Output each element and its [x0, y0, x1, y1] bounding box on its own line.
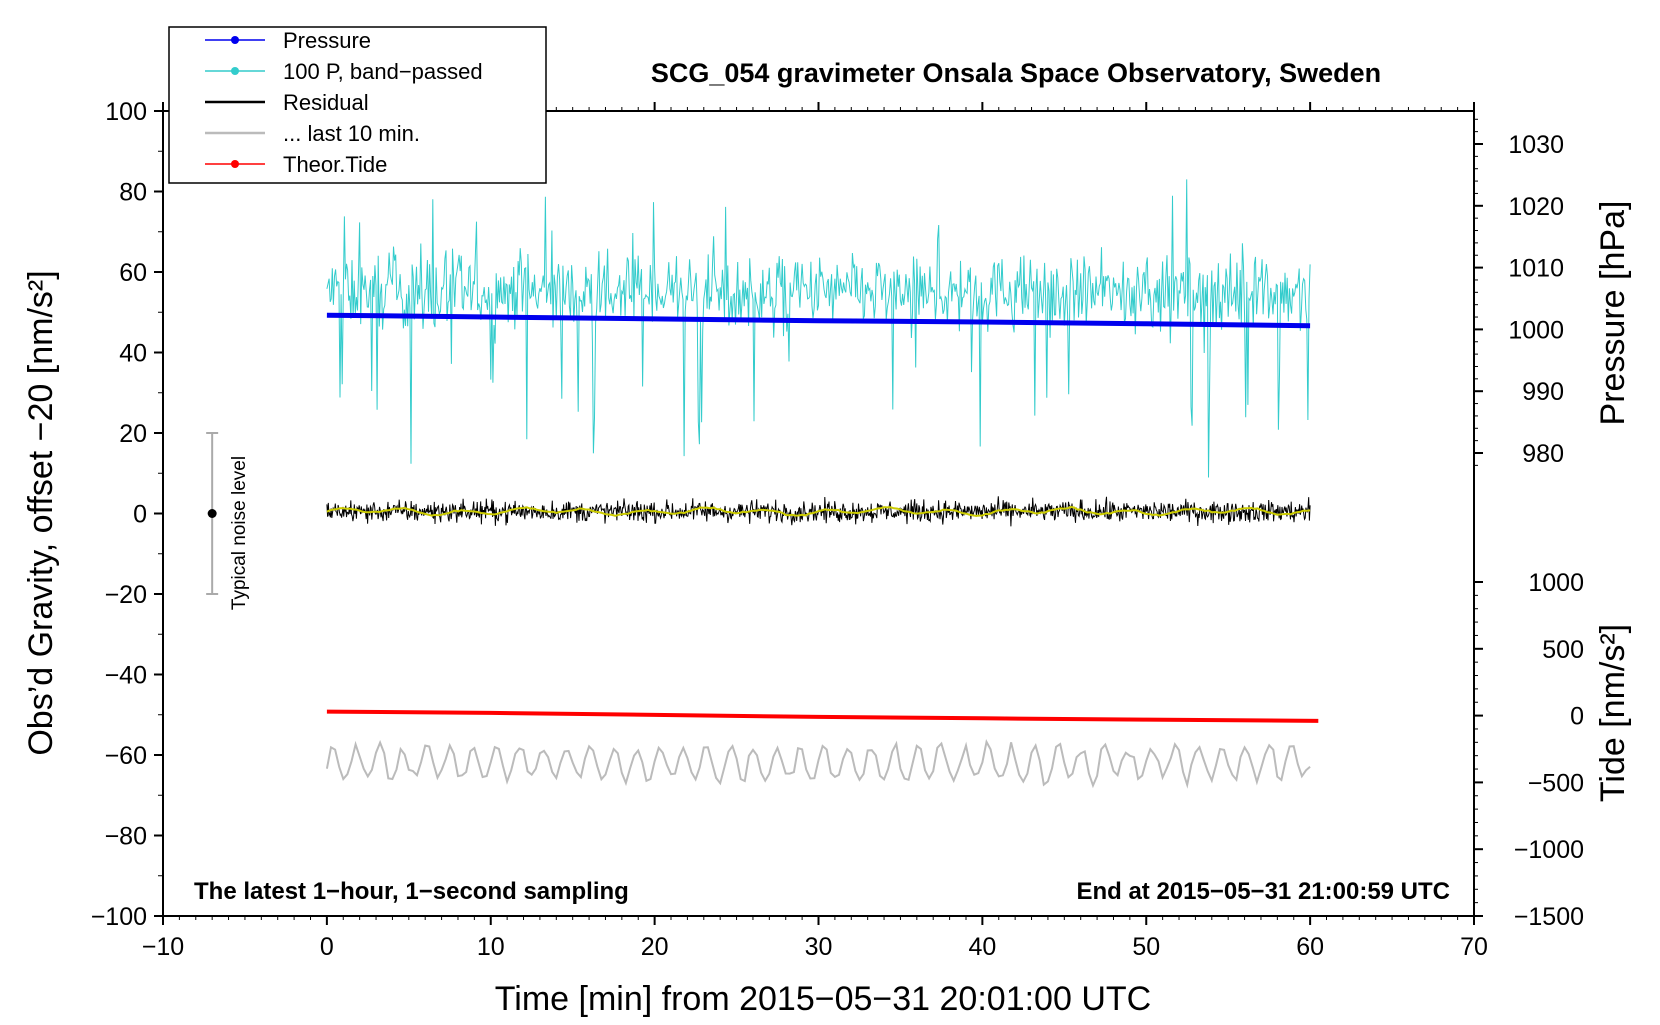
- pressure-tick-label: 1010: [1508, 255, 1564, 283]
- x-tick-label: 10: [477, 933, 505, 961]
- chart-title: SCG_054 gravimeter Onsala Space Observat…: [651, 58, 1381, 88]
- pressure-line: [326, 312, 1311, 329]
- y-tick-label: −100: [91, 903, 147, 931]
- y-tick-label: −20: [105, 581, 147, 609]
- series-last-10-min: [325, 739, 1311, 789]
- series-theor-tide: [326, 709, 1319, 723]
- noise-level-bar: [206, 432, 219, 595]
- legend-box: [168, 26, 547, 184]
- y-axis-title-left: Obs’d Gravity, offset −20 [nm/s²]: [22, 270, 60, 755]
- y-tick-label: 100: [105, 98, 147, 126]
- residual-smoothed-line: [326, 505, 1311, 517]
- last-10-min-line: [325, 739, 1311, 789]
- x-tick-label: 0: [320, 933, 334, 961]
- noise-bar-center: [207, 509, 217, 518]
- pressure-tick-label: 990: [1522, 378, 1564, 406]
- band-passed-line: [326, 179, 1311, 478]
- noise-level-label: Typical noise level: [229, 456, 250, 610]
- tide-axis-ticks: 1000 500 0 −500 −1000 −1500: [1474, 569, 1584, 931]
- x-tick-label: 20: [641, 933, 669, 961]
- legend-last-10-min-label: ... last 10 min.: [283, 121, 420, 146]
- legend-residual-label: Residual: [283, 90, 369, 115]
- y-axis-title-pressure: Pressure [hPa]: [1594, 201, 1632, 426]
- x-tick-label: 60: [1296, 933, 1324, 961]
- pressure-tick-label: 1020: [1508, 193, 1564, 221]
- y-tick-label: −80: [105, 823, 147, 851]
- y-tick-label: 0: [133, 501, 147, 529]
- y-axis-title-tide: Tide [nm/s²]: [1594, 624, 1632, 802]
- series-pressure: [326, 312, 1311, 329]
- series-residual-smoothed: [326, 505, 1311, 517]
- tide-tick-label: 500: [1542, 636, 1584, 664]
- series-band-passed: [326, 179, 1311, 478]
- tide-tick-label: −500: [1528, 769, 1584, 797]
- y-tick-label: 80: [119, 179, 147, 207]
- legend-pressure-label: Pressure: [283, 28, 371, 53]
- legend-band-passed-label: 100 P, band−passed: [283, 59, 483, 84]
- x-tick-label: 30: [805, 933, 833, 961]
- legend-theor-tide-label: Theor.Tide: [283, 152, 387, 177]
- y-tick-label: 40: [119, 340, 147, 368]
- tide-tick-label: −1500: [1514, 903, 1584, 931]
- note-right: End at 2015−05−31 21:00:59 UTC: [1076, 878, 1450, 905]
- y-tick-label: 60: [119, 259, 147, 287]
- y-tick-label: −60: [105, 742, 147, 770]
- theor-tide-line: [326, 709, 1319, 723]
- legend-theor-tide-marker: [231, 160, 239, 168]
- pressure-tick-label: 1030: [1508, 131, 1564, 159]
- tide-tick-label: −1000: [1514, 836, 1584, 864]
- x-tick-label: 50: [1132, 933, 1160, 961]
- y-axis-ticks: 100 80 60 40 20 0 −20 −40 −60 −80 −100: [91, 98, 163, 931]
- x-tick-label: 40: [968, 933, 996, 961]
- x-tick-label: 70: [1460, 933, 1488, 961]
- x-tick-label: −10: [142, 933, 184, 961]
- y-tick-label: −40: [105, 662, 147, 690]
- x-axis-title: Time [min] from 2015−05−31 20:01:00 UTC: [495, 980, 1151, 1018]
- tide-tick-label: 0: [1570, 703, 1584, 731]
- pressure-tick-label: 1000: [1508, 316, 1564, 344]
- pressure-tick-label: 980: [1522, 440, 1564, 468]
- legend-pressure-marker: [231, 36, 239, 44]
- x-axis-ticks: −10 0 10 20 30 40 50 60 70: [142, 102, 1488, 961]
- tide-tick-label: 1000: [1528, 569, 1584, 597]
- pressure-axis-ticks: 1030 1020 1010 1000 990 980: [1474, 118, 1564, 468]
- note-left: The latest 1−hour, 1−second sampling: [194, 878, 629, 905]
- y-tick-label: 20: [119, 420, 147, 448]
- legend-band-passed-marker: [231, 67, 239, 75]
- legend: Pressure 100 P, band−passed Residual ...…: [168, 26, 547, 184]
